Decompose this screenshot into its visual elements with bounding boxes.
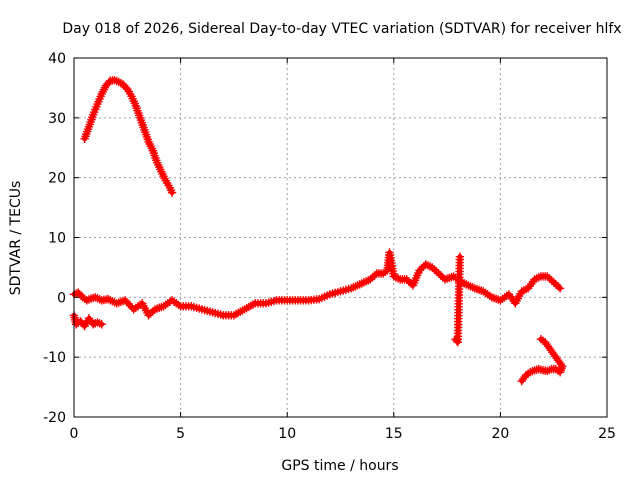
y-tick-label: 40: [48, 51, 66, 67]
grid-layer: [74, 58, 607, 417]
y-tick-label: -10: [43, 350, 66, 366]
data-point: [455, 252, 465, 261]
chart-title: Day 018 of 2026, Sidereal Day-to-day VTE…: [62, 21, 621, 37]
x-tick-label: 25: [598, 426, 616, 442]
y-axis-label: SDTVAR / TECUs: [8, 181, 24, 296]
x-tick-label: 5: [176, 426, 185, 442]
y-tick-label: 30: [48, 111, 66, 127]
y-tick-label: 20: [48, 171, 66, 187]
x-axis-label: GPS time / hours: [281, 458, 398, 474]
x-tick-label: 20: [491, 426, 509, 442]
data-point: [97, 320, 106, 329]
x-tick-label: 0: [70, 426, 79, 442]
y-tick-label: -20: [43, 410, 66, 426]
data-point: [76, 291, 86, 300]
data-point: [167, 188, 177, 197]
data-point: [555, 284, 565, 293]
x-tick-label: 10: [278, 426, 296, 442]
data-layer: [69, 75, 567, 386]
x-tick-label: 15: [385, 426, 403, 442]
data-point: [536, 335, 546, 344]
tick-layer: 0 5 10 15 20 25 -20 -10 0 10 20 30 40: [43, 51, 616, 442]
y-tick-label: 0: [57, 290, 66, 306]
data-point: [452, 336, 461, 345]
y-tick-label: 10: [48, 231, 66, 247]
